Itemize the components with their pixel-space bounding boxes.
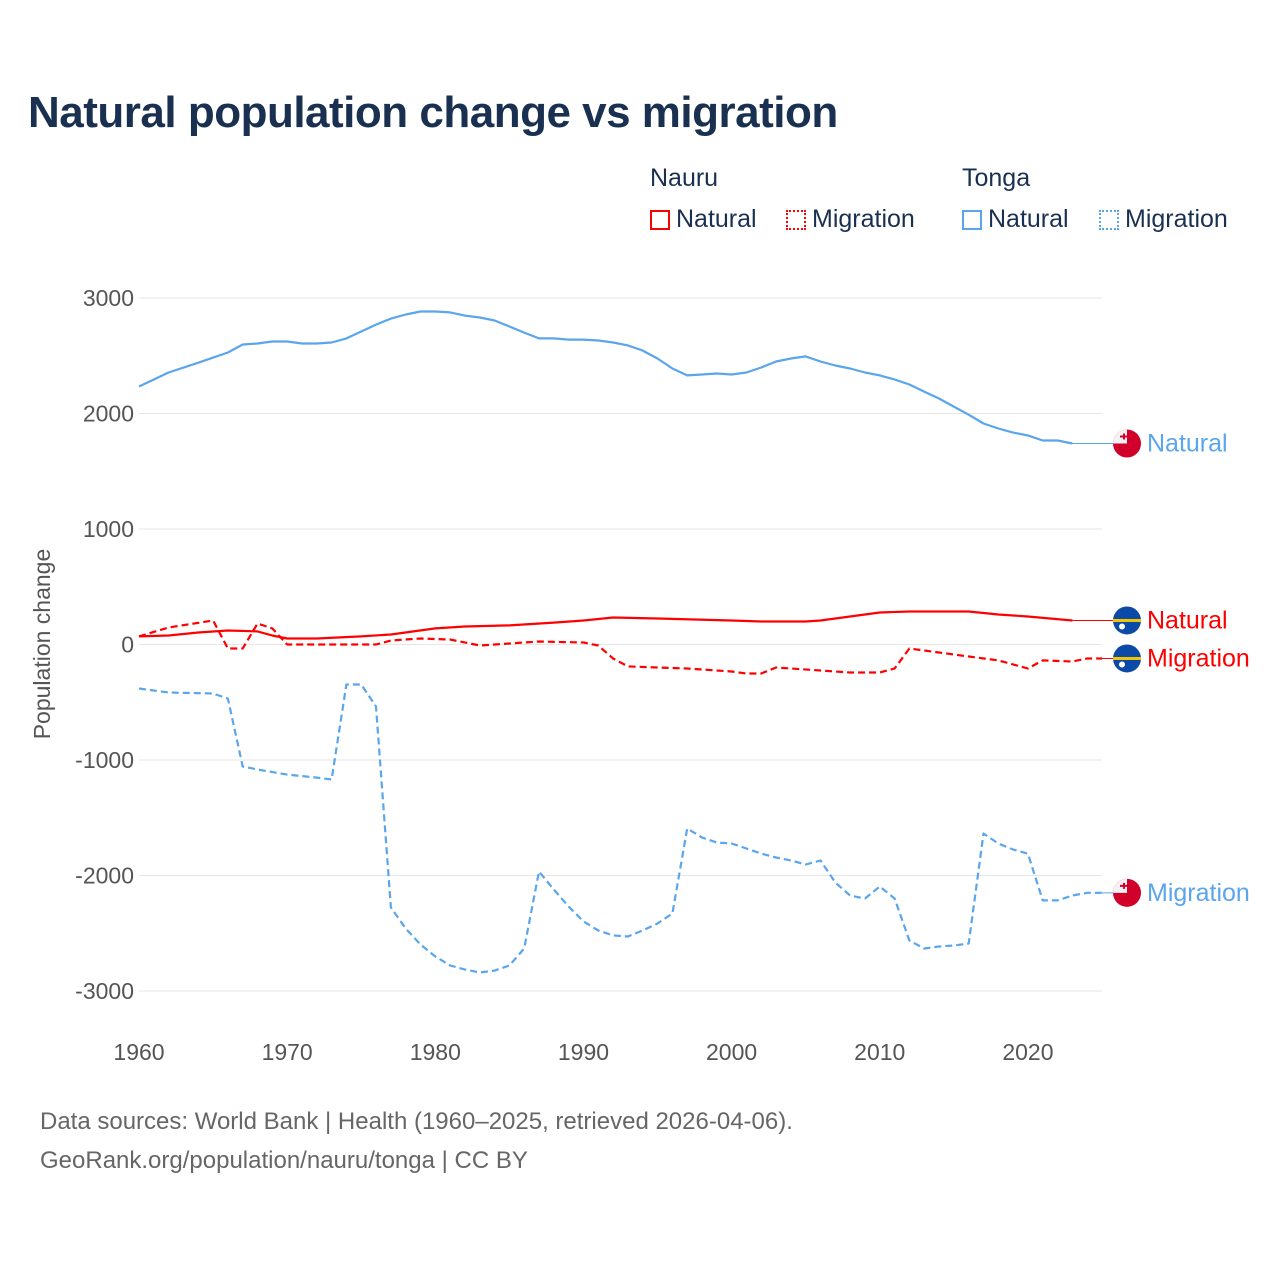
x-tick-label: 2010 [854,1039,905,1065]
footer-sources: Data sources: World Bank | Health (1960–… [40,1108,793,1135]
legend-swatch-dotted [1099,209,1119,230]
x-tick-label: 1960 [113,1039,164,1065]
end-label: Migration [1147,879,1250,907]
y-tick-label: 0 [121,632,134,658]
tonga-flag-cross [1120,433,1127,440]
legend-nauru-natural[interactable]: Natural [650,205,757,234]
nauru-flag-stripe [1113,618,1141,622]
legend-group-nauru: Nauru [650,164,719,192]
legend-swatch-solid [650,209,670,230]
legend-group-tonga: Tonga [962,164,1031,192]
end-label: Natural [1147,606,1228,634]
legend-label: Natural [676,205,757,233]
y-tick-label: -2000 [75,863,134,889]
tonga-flag-cross [1120,882,1127,889]
nauru-flag-star [1119,623,1125,630]
chart-title: Natural population change vs migration [28,88,838,137]
legend-swatch-dotted [786,209,806,230]
legend-swatch-solid [962,209,982,230]
y-tick-label: -1000 [75,747,134,773]
y-axis-label: Population change [29,549,55,740]
x-tick-label: 2020 [1002,1039,1053,1065]
legend-nauru-migration[interactable]: Migration [786,205,915,234]
legend-label: Migration [812,205,915,233]
legend-label: Natural [988,205,1069,233]
y-tick-label: -3000 [75,978,134,1004]
end-label: Natural [1147,430,1228,458]
legend-label: Migration [1125,205,1228,233]
series-line-nauru-migration [138,619,1102,675]
x-tick-label: 1970 [262,1039,313,1065]
footer-credit: GeoRank.org/population/nauru/tonga | CC … [40,1147,528,1174]
legend-tonga-natural[interactable]: Natural [962,205,1069,234]
series-line-nauru-natural [138,610,1073,640]
series-line-tonga-migration [138,683,1102,974]
nauru-flag-stripe [1113,656,1141,660]
y-tick-label: 1000 [83,516,134,542]
x-tick-label: 2000 [706,1039,757,1065]
nauru-flag-star [1119,661,1125,668]
x-tick-label: 1990 [558,1039,609,1065]
x-tick-label: 1980 [410,1039,461,1065]
legend-tonga-migration[interactable]: Migration [1099,205,1228,234]
series-line-tonga-natural [138,310,1073,445]
end-label: Migration [1147,644,1250,672]
y-tick-label: 2000 [83,401,134,427]
y-tick-label: 3000 [83,285,134,311]
